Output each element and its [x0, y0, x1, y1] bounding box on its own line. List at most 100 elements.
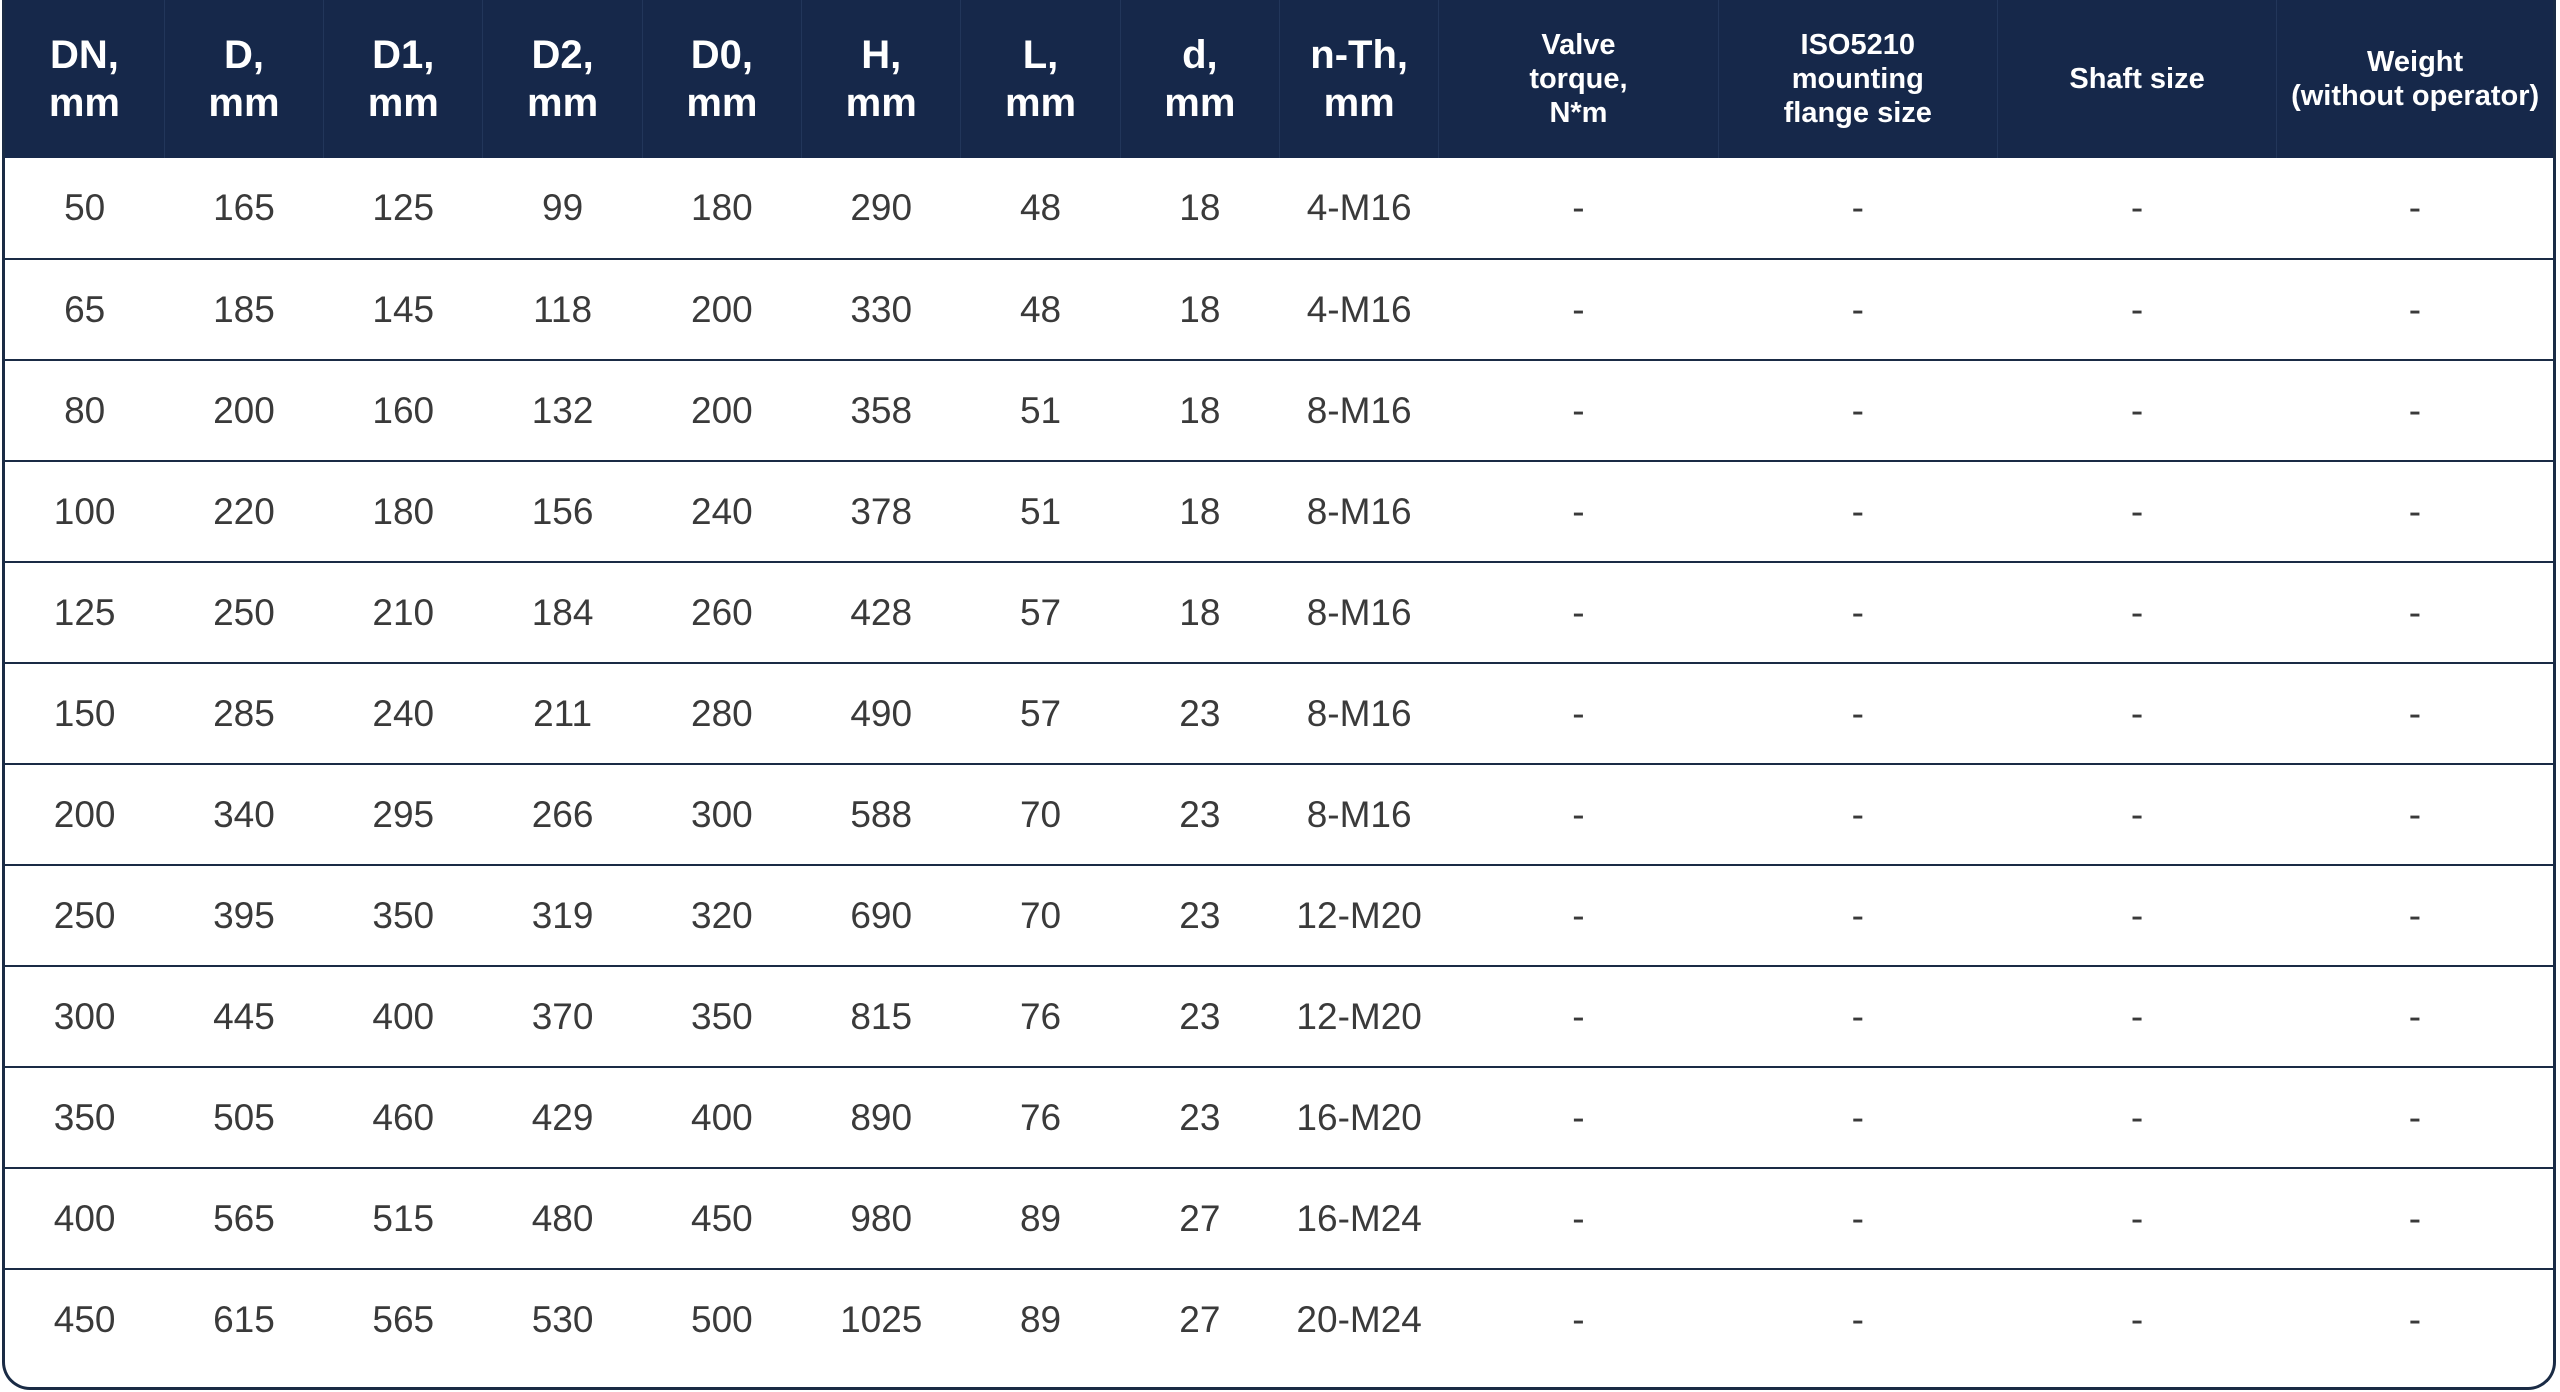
column-header-line: ISO5210 — [1800, 29, 1915, 61]
table-cell: 89 — [960, 1167, 1121, 1269]
table-cell: 615 — [164, 1268, 324, 1370]
column-header: D1, mm — [323, 0, 484, 158]
table-cell: - — [1438, 561, 1719, 663]
column-header: DN, mm — [5, 0, 165, 158]
column-header: d, mm — [1120, 0, 1281, 158]
table-cell: 450 — [5, 1268, 165, 1370]
table-cell: 400 — [323, 965, 483, 1067]
column-header-line: D0, — [690, 33, 754, 77]
table-cell: 350 — [5, 1066, 165, 1168]
table-cell: 23 — [1120, 864, 1280, 966]
table-cell: - — [1718, 359, 1998, 461]
table-cell: - — [1572, 187, 1585, 228]
table-cell: 320 — [642, 864, 802, 966]
table-cell: - — [2276, 258, 2553, 360]
table-cell: - — [2276, 460, 2553, 562]
table-cell: 18 — [1120, 359, 1280, 461]
table-cell: - — [1851, 187, 1864, 228]
column-header-line: Valve — [1541, 29, 1616, 61]
table-cell: - — [1997, 359, 2277, 461]
table-cell: 280 — [642, 662, 802, 764]
table-cell: 290 — [850, 187, 913, 228]
table-cell: 23 — [1120, 662, 1280, 764]
table-cell: 8-M16 — [1279, 662, 1439, 764]
table-cell: 180 — [691, 187, 753, 228]
table-cell: 200 — [164, 359, 324, 461]
table-cell: 358 — [801, 359, 961, 461]
table-cell: - — [1718, 864, 1998, 966]
column-header-line: mm — [1004, 81, 1077, 125]
table-cell: 300 — [642, 763, 802, 865]
table-cell: 23 — [1120, 1066, 1280, 1168]
table-cell: 125 — [5, 561, 165, 663]
table-cell: 200 — [642, 359, 802, 461]
table-row: 150 285 240 211 280 490 57 23 8-M16- - - - — [5, 662, 2553, 764]
column-header: Shaft size — [1997, 0, 2278, 158]
table-cell: 145 — [323, 258, 483, 360]
column-header: ISO5210 mounting flange size — [1718, 0, 1998, 158]
table-cell: - — [1438, 460, 1719, 562]
table-cell: 4-M16 — [1306, 187, 1412, 228]
table-cell: - — [2276, 561, 2553, 663]
column-header-line: D2, — [531, 33, 594, 77]
table-cell: - — [2276, 763, 2553, 865]
table-row: 400 565 515 480 450 980 89 27 16-M24- - - - — [5, 1167, 2553, 1269]
table-cell: 99 — [542, 187, 584, 228]
table-cell: 240 — [323, 662, 483, 764]
table-cell: 8-M16 — [1279, 460, 1439, 562]
table-cell: 815 — [801, 965, 961, 1067]
table-cell: - — [1997, 1167, 2277, 1269]
table-cell: 505 — [164, 1066, 324, 1168]
table-cell: 184 — [482, 561, 643, 663]
table-cell: - — [1438, 1268, 1719, 1370]
table-cell: - — [1997, 864, 2277, 966]
table-row: 350 505 460 429 400 890 76 23 16-M20- - - - — [5, 1066, 2553, 1168]
table-cell: 266 — [482, 763, 643, 865]
column-header-line: mm — [208, 81, 280, 125]
table-cell: - — [1997, 1066, 2277, 1168]
table-cell: 23 — [1120, 965, 1280, 1067]
column-header-line: (without operator) — [2291, 80, 2540, 112]
table-body: 50 165 125 99 180 290 48 18 4-M16- - - -65 185 145 118… — [5, 158, 2553, 1370]
table-cell: 429 — [482, 1066, 643, 1168]
table-cell: 490 — [801, 662, 961, 764]
column-header-line: Shaft size — [2069, 63, 2205, 95]
table-cell: - — [2276, 359, 2553, 461]
table-cell: - — [1438, 1167, 1719, 1269]
column-header-line: DN, — [49, 33, 119, 77]
column-header-line: D1, — [372, 33, 435, 77]
table-cell: 890 — [801, 1066, 961, 1168]
table-cell: 156 — [482, 460, 643, 562]
column-header-line: H, — [861, 33, 902, 77]
table-row: 50 165 125 99 180 290 48 18 4-M16 - - - - — [5, 158, 2553, 259]
table-cell: 515 — [323, 1167, 483, 1269]
column-header-line: mm — [527, 81, 599, 125]
table-cell: 330 — [801, 258, 961, 360]
table-cell: - — [1438, 763, 1719, 865]
table-cell: - — [1438, 258, 1719, 360]
table-row: 80 200 160 132 200 358 51 18 8-M16- - - - — [5, 359, 2553, 461]
table-row: 125 250 210 184 260 428 57 18 8-M16- - - - — [5, 561, 2553, 663]
table-cell: 240 — [642, 460, 802, 562]
table-cell: 530 — [482, 1268, 643, 1370]
table-cell: - — [1997, 763, 2277, 865]
table-cell: 48 — [960, 258, 1121, 360]
table-cell: 18 — [1120, 258, 1280, 360]
table-cell: 20-M24 — [1279, 1268, 1439, 1370]
table-cell: 51 — [960, 460, 1121, 562]
dimensions-table: DN, mm D, mm D1, mm D2, mm D0, mm H, mm L, mm d, mm n-Th… — [5, 0, 2553, 1370]
column-header-line: mounting — [1791, 63, 1924, 95]
table-cell: 18 — [1120, 561, 1280, 663]
table-cell: - — [1438, 864, 1719, 966]
column-header-line: mm — [845, 81, 917, 125]
table-cell: - — [1997, 965, 2277, 1067]
table-cell: 295 — [323, 763, 483, 865]
table-cell: 70 — [960, 763, 1121, 865]
table-cell: - — [1718, 460, 1998, 562]
table-cell: 185 — [164, 258, 324, 360]
table-cell: - — [1718, 965, 1998, 1067]
table-cell: 450 — [642, 1167, 802, 1269]
table-cell: 4-M16 — [1279, 258, 1439, 360]
table-cell: 8-M16 — [1279, 561, 1439, 663]
table-cell: 980 — [801, 1167, 961, 1269]
